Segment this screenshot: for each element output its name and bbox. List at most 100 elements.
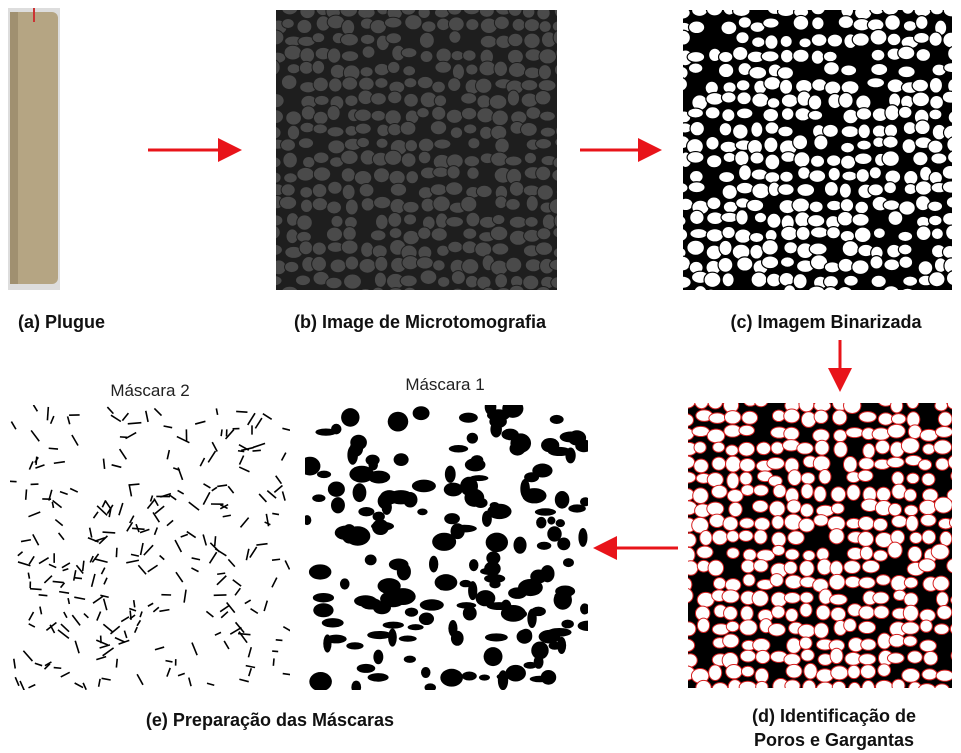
texture xyxy=(862,681,875,697)
texture xyxy=(28,573,29,579)
texture xyxy=(764,137,778,153)
texture xyxy=(361,242,374,257)
texture xyxy=(385,110,401,125)
texture xyxy=(718,257,733,272)
texture xyxy=(843,457,857,473)
texture xyxy=(580,497,590,506)
texture xyxy=(859,621,876,633)
texture xyxy=(459,413,478,423)
texture xyxy=(449,31,461,43)
texture xyxy=(784,242,798,254)
texture xyxy=(444,483,463,497)
texture xyxy=(540,111,556,121)
texture xyxy=(575,440,593,453)
texture xyxy=(284,173,298,183)
texture xyxy=(451,50,464,60)
texture xyxy=(281,184,295,196)
texture xyxy=(490,226,507,241)
texture xyxy=(762,256,779,269)
texture xyxy=(267,60,281,76)
texture xyxy=(419,32,434,48)
texture xyxy=(824,276,839,288)
texture xyxy=(761,51,779,62)
texture xyxy=(368,460,377,471)
texture xyxy=(435,574,458,591)
texture xyxy=(919,500,936,514)
texture xyxy=(784,409,800,423)
texture xyxy=(674,66,688,79)
texture xyxy=(754,518,769,531)
texture xyxy=(726,456,741,472)
texture xyxy=(526,195,538,211)
texture xyxy=(486,551,500,564)
texture xyxy=(902,668,920,682)
texture xyxy=(451,271,465,285)
texture xyxy=(823,287,839,303)
texture xyxy=(681,622,696,636)
texture xyxy=(480,35,497,48)
texture xyxy=(946,270,961,285)
texture xyxy=(721,92,736,103)
texture xyxy=(536,166,551,180)
texture xyxy=(744,395,757,406)
texture xyxy=(283,152,298,168)
texture xyxy=(299,61,313,74)
texture xyxy=(803,550,815,560)
texture xyxy=(509,285,525,299)
texture xyxy=(272,559,280,560)
texture xyxy=(915,181,932,195)
texture xyxy=(784,654,801,666)
texture xyxy=(712,485,728,498)
texture xyxy=(946,196,959,208)
texture xyxy=(485,633,508,641)
texture xyxy=(940,531,952,545)
texture xyxy=(327,127,344,137)
texture xyxy=(858,516,874,530)
texture xyxy=(922,530,936,544)
texture xyxy=(397,563,411,580)
texture xyxy=(313,124,327,134)
texture xyxy=(751,122,763,138)
texture xyxy=(466,289,481,300)
texture xyxy=(370,230,386,241)
texture xyxy=(823,51,837,62)
texture xyxy=(830,648,843,663)
texture xyxy=(402,287,417,300)
texture xyxy=(449,445,468,452)
texture xyxy=(368,471,390,484)
texture xyxy=(750,244,763,259)
texture xyxy=(797,443,813,454)
texture xyxy=(450,288,464,301)
texture xyxy=(328,291,346,304)
texture xyxy=(852,213,869,226)
texture xyxy=(265,275,282,286)
texture xyxy=(709,413,726,423)
texture xyxy=(887,457,904,467)
texture xyxy=(765,35,778,50)
texture xyxy=(474,498,488,508)
texture xyxy=(506,198,521,210)
texture xyxy=(673,228,688,241)
texture xyxy=(720,141,737,153)
texture xyxy=(838,16,853,29)
texture xyxy=(935,684,949,695)
texture xyxy=(536,139,552,149)
texture xyxy=(841,126,859,138)
texture xyxy=(785,680,800,692)
texture xyxy=(873,592,889,604)
texture xyxy=(557,637,566,654)
texture xyxy=(735,229,752,243)
texture xyxy=(328,181,342,194)
texture xyxy=(492,110,508,126)
texture xyxy=(272,513,279,514)
texture xyxy=(740,472,752,485)
texture xyxy=(831,503,844,514)
texture xyxy=(874,606,889,619)
texture xyxy=(276,640,283,641)
texture xyxy=(739,518,754,528)
texture xyxy=(780,35,792,47)
texture xyxy=(492,215,504,225)
texture xyxy=(706,155,721,168)
texture xyxy=(434,95,446,107)
texture xyxy=(800,603,812,617)
